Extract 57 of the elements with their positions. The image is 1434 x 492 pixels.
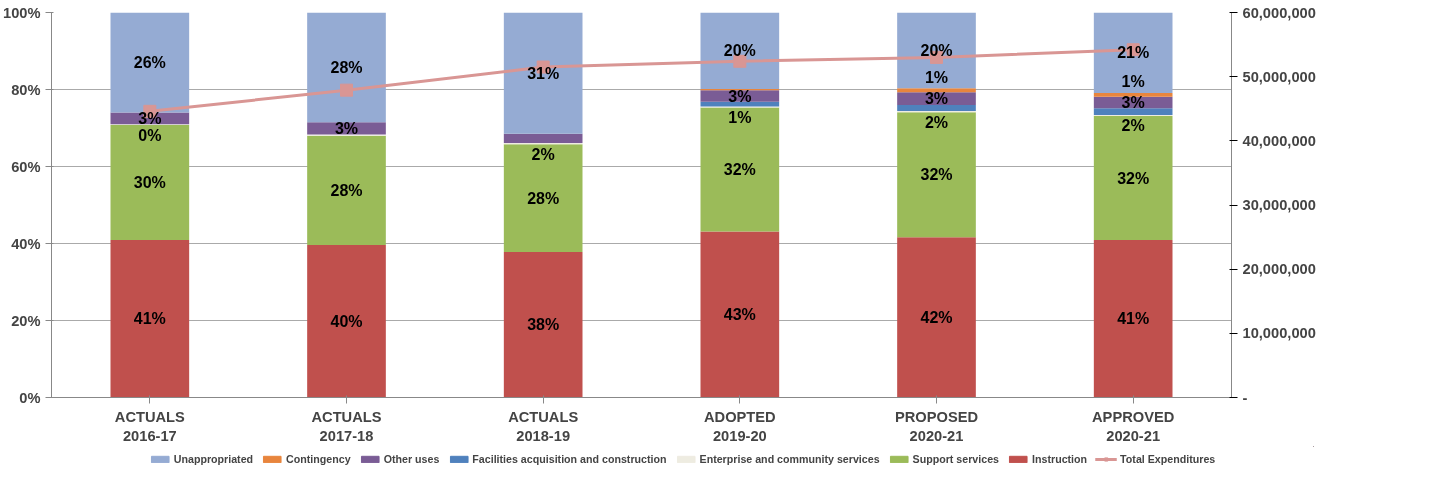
data-label: 2%: [924, 113, 949, 131]
legend-label: Facilities acquisition and construction: [472, 453, 667, 465]
data-label: 3%: [1121, 94, 1145, 112]
data-label: 32%: [1117, 169, 1150, 187]
legend-label: Enterprise and community services: [699, 453, 880, 465]
y2-tick-label: 60,000,000: [1242, 4, 1316, 21]
data-label: 3%: [138, 109, 162, 127]
data-label: 1%: [924, 68, 949, 86]
x-tick-label: ACTUALS 2018-19: [508, 408, 579, 444]
y-tick-label: 80%: [11, 81, 41, 98]
data-label: 41%: [133, 310, 166, 328]
y-tick-label: 100%: [3, 4, 41, 21]
data-label: 3%: [924, 90, 949, 108]
data-label: 20%: [723, 42, 756, 60]
y-tick-label: 20%: [11, 312, 41, 329]
data-label: 41%: [1117, 310, 1150, 328]
x-tick-label: APPROVED 2020-21: [1092, 408, 1175, 444]
y2-tick-label: 30,000,000: [1242, 197, 1316, 213]
y2-tick-label: -: [1242, 389, 1248, 406]
data-label: 0%: [138, 127, 162, 145]
y-tick-label: 0%: [19, 389, 41, 406]
data-label: 32%: [920, 166, 953, 184]
data-label: 28%: [527, 189, 560, 207]
legend-label: Support services: [912, 453, 1000, 465]
data-label: 26%: [133, 54, 166, 72]
y2-tick-label: 40,000,000: [1242, 132, 1316, 149]
data-label: 20%: [920, 41, 953, 59]
legend-label: Unappropriated: [173, 453, 254, 465]
data-label: 32%: [723, 161, 756, 179]
y2-tick-label: 10,000,000: [1242, 325, 1316, 342]
data-label: 31%: [527, 64, 560, 82]
data-label: 43%: [723, 306, 756, 324]
legend-label: Contingency: [286, 453, 351, 465]
x-tick-label: ACTUALS 2016-17: [114, 408, 186, 444]
y2-tick-label: 20,000,000: [1242, 261, 1316, 278]
legend-label: Total Expenditures: [1120, 453, 1216, 465]
x-tick-label: PROPOSED 2020-21: [894, 408, 979, 444]
data-label: 2%: [531, 145, 555, 163]
legend-label: Other uses: [383, 453, 440, 465]
data-label: 40%: [330, 312, 363, 330]
data-label: 21%: [1117, 44, 1150, 62]
data-label: 42%: [920, 308, 953, 326]
data-label: 28%: [330, 181, 363, 199]
y-tick-label: 60%: [11, 158, 41, 175]
y-tick-label: 40%: [11, 235, 41, 252]
data-label: 30%: [133, 173, 166, 191]
data-label: 3%: [334, 119, 359, 137]
y2-tick-label: 50,000,000: [1242, 68, 1316, 85]
x-tick-label: ACTUALS 2017-18: [311, 408, 382, 444]
data-label: 3%: [728, 87, 752, 105]
data-label: 1%: [728, 108, 752, 126]
data-label: 1%: [1121, 73, 1145, 91]
data-label: 2%: [1121, 117, 1145, 135]
x-tick-label: ADOPTED 2019-20: [704, 408, 776, 444]
legend-label: Instruction: [1032, 453, 1088, 465]
data-label: 38%: [527, 316, 560, 334]
data-label: 28%: [330, 58, 363, 76]
